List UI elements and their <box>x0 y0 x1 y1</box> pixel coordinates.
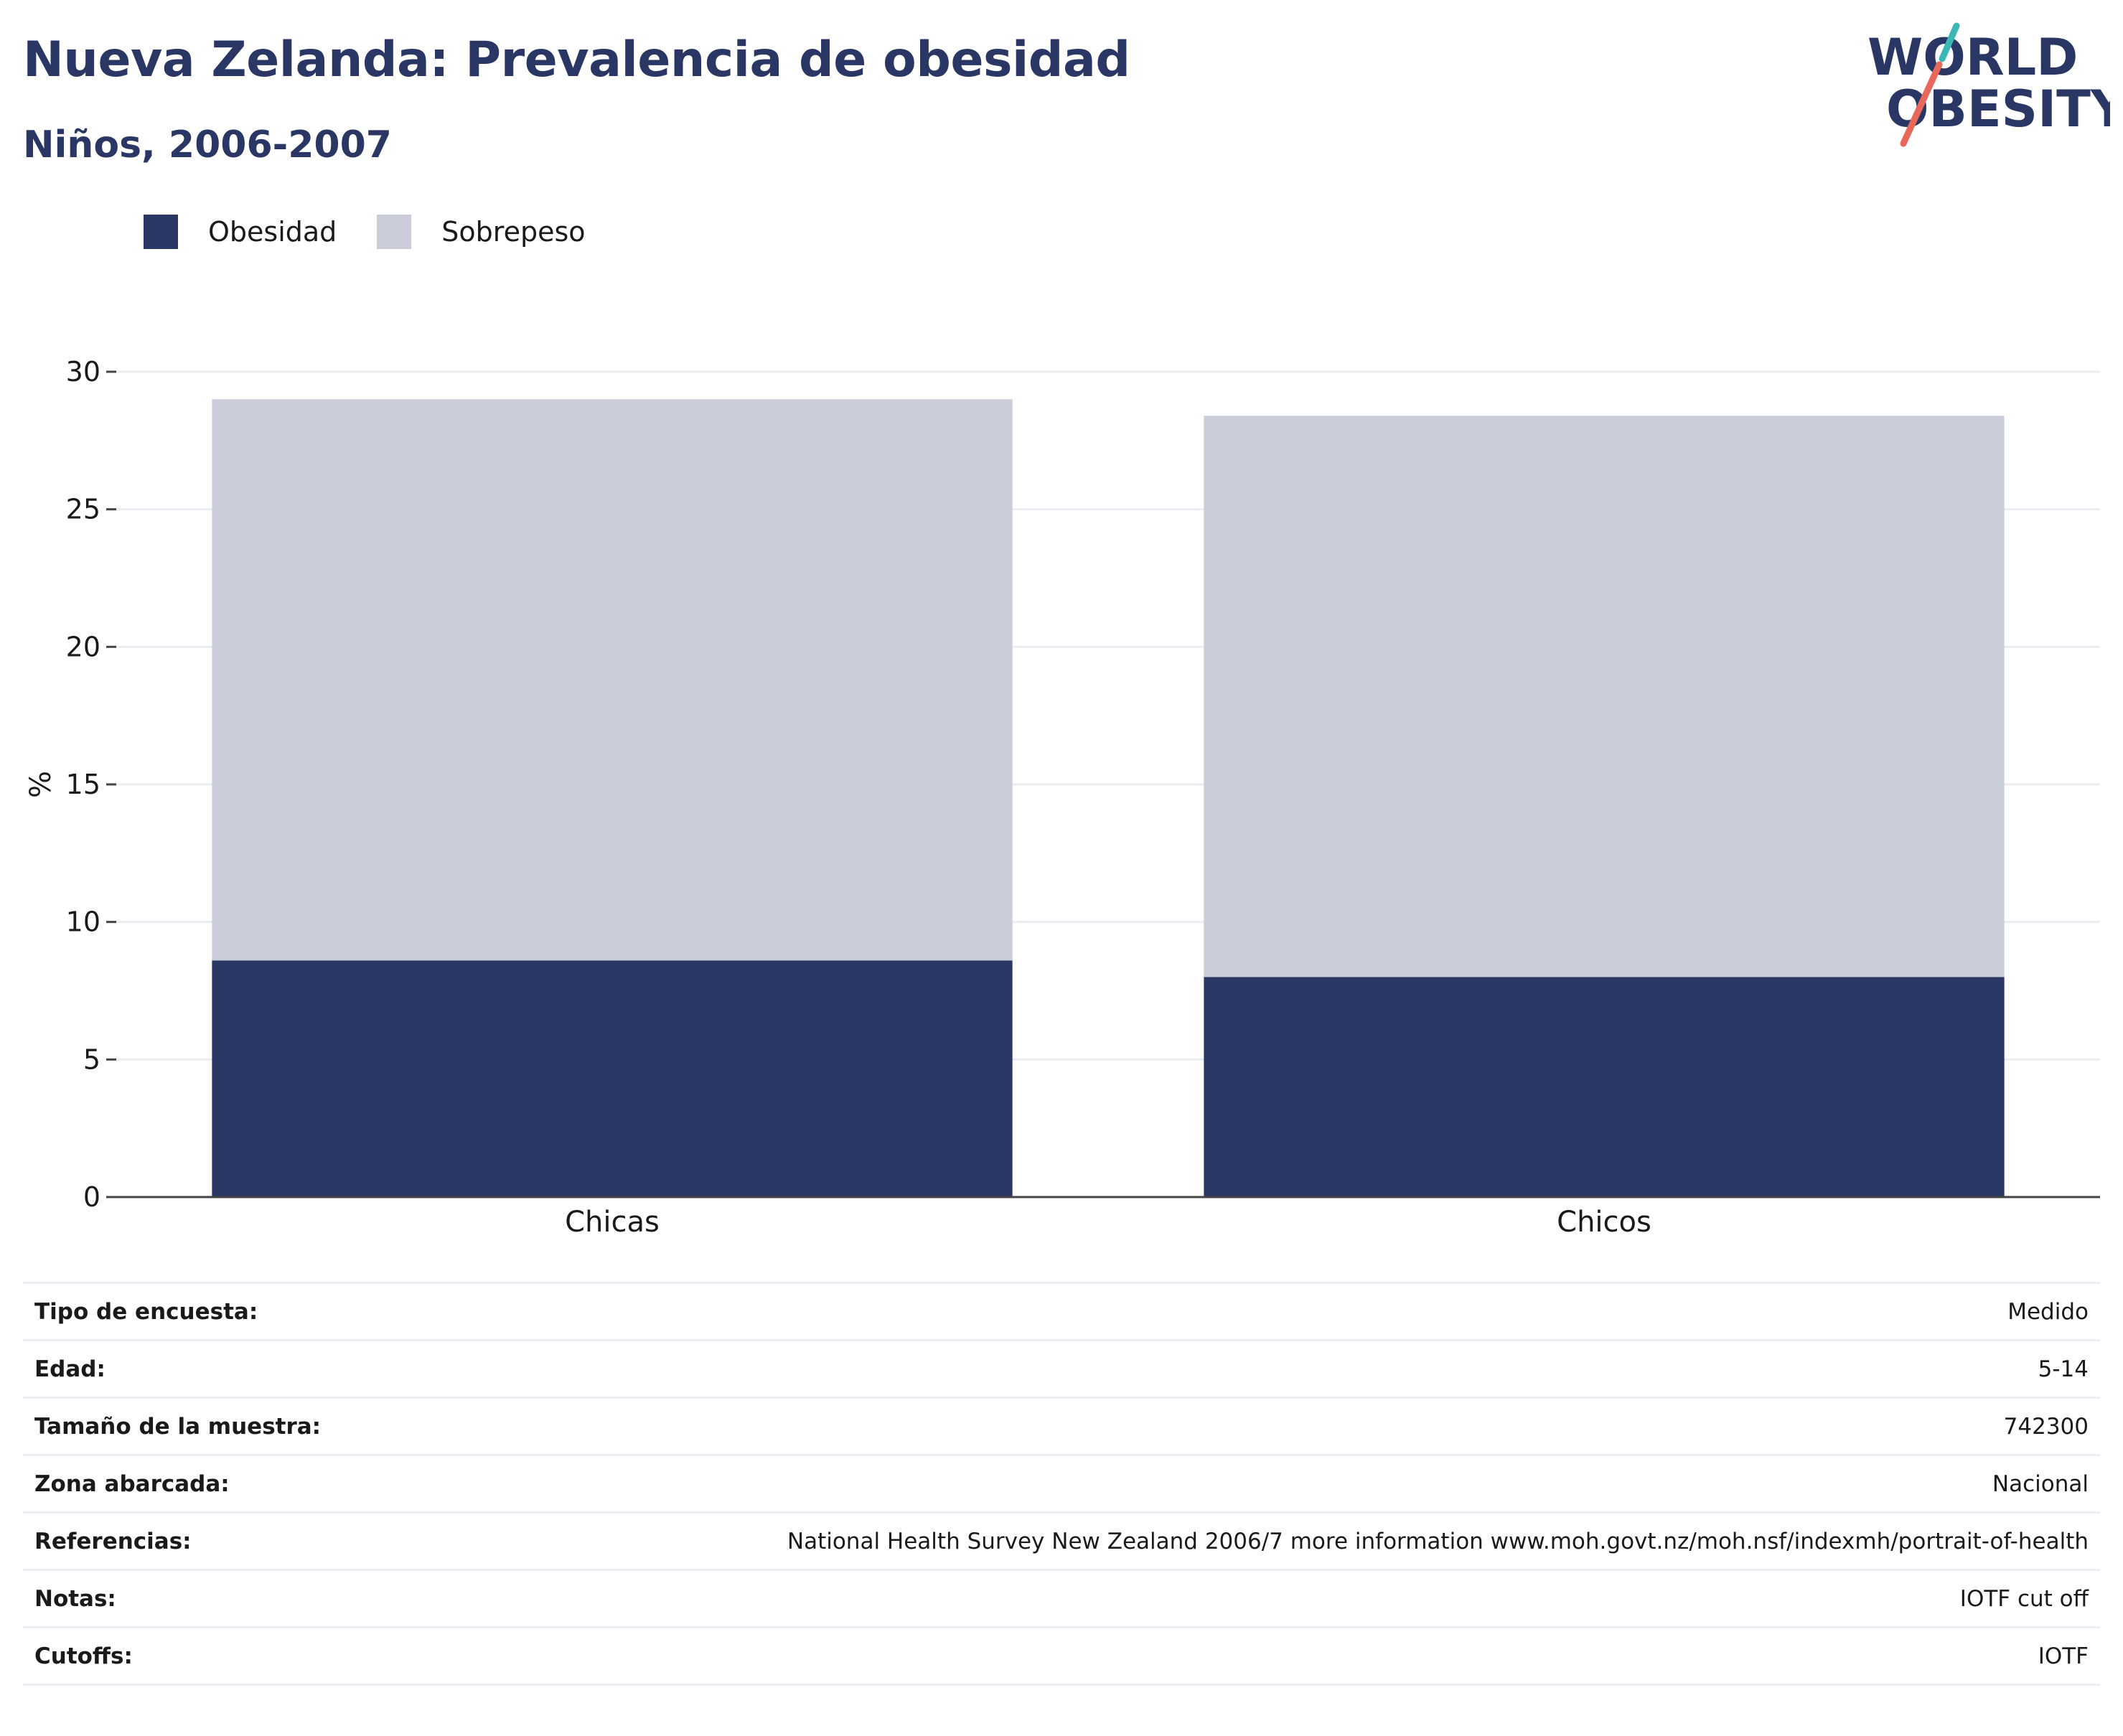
info-value: Medido <box>2007 1298 2089 1325</box>
info-value: 742300 <box>2003 1413 2089 1440</box>
logo-line-2: OBESITY <box>1886 80 2110 139</box>
page-title: Nueva Zelanda: Prevalencia de obesidad <box>23 32 1130 88</box>
legend-label: Sobrepeso <box>441 216 586 248</box>
y-axis-ticks: 0 5 10 15 20 25 30 <box>66 356 116 1213</box>
x-tick-label: Chicas <box>565 1206 660 1239</box>
x-tick-label: Chicos <box>1557 1206 1651 1239</box>
y-tick-label: 0 <box>83 1181 100 1213</box>
x-axis-ticks: Chicas Chicos <box>565 1206 1651 1239</box>
info-key: Tamaño de la muestra: <box>34 1413 322 1440</box>
logo-slash-top <box>1939 22 1960 62</box>
info-value: IOTF <box>2038 1643 2089 1669</box>
y-tick-label: 30 <box>66 356 100 388</box>
bar-sobrepeso-chicas <box>212 399 1013 961</box>
bar-chart: 0 5 10 15 20 25 30 Chicas Chicos % <box>24 356 2100 1239</box>
info-value: IOTF cut off <box>1959 1585 2089 1612</box>
bar-obesidad-chicas <box>212 960 1013 1197</box>
legend-swatch-sobrepeso <box>377 215 412 249</box>
info-key: Notas: <box>34 1585 116 1612</box>
info-key: Edad: <box>34 1356 106 1382</box>
legend-swatch-obesidad <box>144 215 178 249</box>
y-tick-label: 10 <box>66 906 100 938</box>
page-subtitle: Niños, 2006-2007 <box>23 123 392 166</box>
info-value: 5-14 <box>2038 1356 2089 1382</box>
legend-item-sobrepeso: Sobrepeso <box>377 215 586 249</box>
logo-line-1: WORLD <box>1867 28 2078 87</box>
world-obesity-logo: WORLD OBESITY <box>1867 22 2110 147</box>
info-value: National Health Survey New Zealand 2006/… <box>787 1528 2089 1554</box>
chart-legend: Obesidad Sobrepeso <box>144 214 626 250</box>
y-tick-label: 5 <box>83 1043 100 1075</box>
info-key: Zona abarcada: <box>34 1470 230 1497</box>
y-tick-label: 15 <box>66 769 100 800</box>
info-row-sample-size: Tamaño de la muestra: 742300 <box>23 1397 2100 1455</box>
chart-bars <box>212 399 2005 1197</box>
y-axis-label: % <box>24 771 57 798</box>
logo-slash-bottom <box>1900 61 1943 147</box>
bar-obesidad-chicos <box>1204 977 2005 1197</box>
info-row-area: Zona abarcada: Nacional <box>23 1455 2100 1513</box>
legend-item-obesidad: Obesidad <box>144 215 337 249</box>
info-row-survey-type: Tipo de encuesta: Medido <box>23 1282 2100 1341</box>
info-key: Referencias: <box>34 1528 192 1554</box>
info-row-notes: Notas: IOTF cut off <box>23 1570 2100 1628</box>
info-key: Cutoffs: <box>34 1643 133 1669</box>
info-key: Tipo de encuesta: <box>34 1298 258 1325</box>
bar-sobrepeso-chicos <box>1204 416 2005 977</box>
y-tick-label: 20 <box>66 631 100 662</box>
info-row-references: Referencias: National Health Survey New … <box>23 1512 2100 1570</box>
y-tick-label: 25 <box>66 494 100 525</box>
info-row-age: Edad: 5-14 <box>23 1340 2100 1398</box>
legend-label: Obesidad <box>208 216 337 248</box>
info-value: Nacional <box>1992 1470 2089 1497</box>
survey-info-table: Tipo de encuesta: Medido Edad: 5-14 Tama… <box>23 1282 2100 1686</box>
info-row-cutoffs: Cutoffs: IOTF <box>23 1627 2100 1685</box>
